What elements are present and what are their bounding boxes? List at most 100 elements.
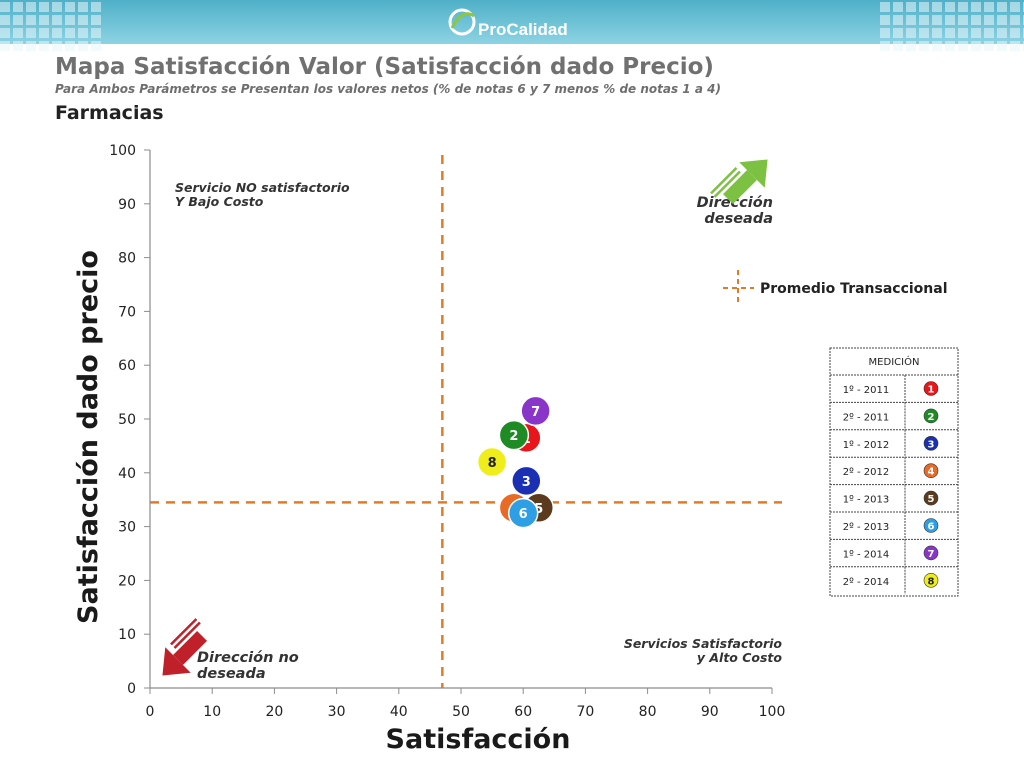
legend-marker-label: 6 — [928, 522, 935, 533]
banner-square — [880, 41, 890, 51]
legend-row-label: 2º - 2011 — [843, 412, 890, 423]
banner-square — [91, 28, 101, 38]
data-point-label: 7 — [531, 405, 540, 420]
banner-square — [65, 41, 75, 51]
banner-square — [13, 41, 23, 51]
banner-square — [1010, 2, 1020, 12]
banner-graphics: ProCalidad — [0, 0, 1024, 51]
banner-square — [78, 15, 88, 25]
banner-square — [906, 28, 916, 38]
banner-square — [958, 28, 968, 38]
legend-row-label: 1º - 2014 — [843, 549, 890, 560]
legend-marker — [923, 490, 939, 506]
banner-square — [78, 41, 88, 51]
banner-square — [997, 28, 1007, 38]
legend-row: 1º - 2012 3 — [830, 429, 958, 458]
banner-square — [971, 15, 981, 25]
section-title: Farmacias — [55, 102, 164, 124]
legend-row-label: 2º - 2012 — [843, 467, 890, 478]
legend-marker-label: 4 — [928, 467, 935, 478]
banner-square — [39, 15, 49, 25]
banner-square — [893, 41, 903, 51]
banner-square — [997, 2, 1007, 12]
banner-square — [958, 15, 968, 25]
banner-square — [26, 41, 36, 51]
desired-direction-line2: deseada — [704, 211, 773, 227]
banner-square — [1010, 28, 1020, 38]
legend-marker — [923, 463, 939, 479]
banner-square — [932, 28, 942, 38]
quadrant-bottom-right-line2: y Alto Costo — [697, 650, 783, 665]
y-axis-title: Satisfacción dado precio — [73, 250, 104, 624]
data-point-marker — [511, 465, 542, 497]
desired-direction-arrow-icon — [710, 159, 768, 204]
banner-square — [932, 2, 942, 12]
banner-square — [0, 28, 10, 38]
banner-square — [880, 15, 890, 25]
banner-square — [0, 41, 10, 51]
banner-square — [52, 28, 62, 38]
banner-square — [971, 41, 981, 51]
banner-square — [919, 41, 929, 51]
y-tick-label: 50 — [118, 412, 136, 428]
banner-square — [893, 2, 903, 12]
banner-square — [984, 28, 994, 38]
legend-row: 2º - 2012 4 — [830, 457, 958, 486]
desired-direction-line1: Dirección — [697, 195, 773, 211]
page-title: Mapa Satisfacción Valor (Satisfacción da… — [55, 54, 714, 80]
page-subtitle: Para Ambos Parámetros se Presentan los v… — [55, 82, 721, 96]
legend-row: 2º - 2014 8 — [843, 566, 939, 595]
data-point-label: 3 — [522, 475, 531, 490]
banner-square — [39, 41, 49, 51]
banner-square — [65, 15, 75, 25]
data-point-6: 6 — [507, 497, 539, 529]
procalidad-logo-icon — [448, 8, 476, 36]
x-axis-ticks: 0 10 20 30 40 50 60 70 80 90 100 — [146, 688, 785, 720]
legend-row-label: 1º - 2013 — [843, 495, 890, 506]
y-tick-label: 70 — [118, 304, 136, 320]
undesired-direction-line1: Dirección no — [197, 650, 299, 666]
banner-square — [984, 2, 994, 12]
undesired-direction-line2: deseada — [197, 666, 266, 682]
data-point-marker — [507, 497, 539, 529]
banner-square — [906, 41, 916, 51]
legend-marker — [923, 545, 939, 561]
banner-square — [919, 2, 929, 12]
data-point-2: 2 — [498, 419, 530, 451]
banner-square — [893, 15, 903, 25]
banner-square — [984, 15, 994, 25]
x-tick-label: 80 — [639, 704, 657, 720]
legend-row-label: 2º - 2014 — [843, 577, 890, 588]
banner-square — [932, 15, 942, 25]
banner-square — [945, 41, 955, 51]
y-tick-label: 100 — [109, 143, 136, 159]
data-point-marker — [476, 446, 508, 478]
x-tick-label: 10 — [203, 704, 221, 720]
x-tick-label: 60 — [514, 704, 532, 720]
banner-square — [52, 15, 62, 25]
x-tick-label: 20 — [265, 704, 283, 720]
banner-square — [1010, 41, 1020, 51]
banner-square — [13, 15, 23, 25]
brand-logo: ProCalidad — [478, 20, 568, 39]
banner-square — [0, 15, 10, 25]
legend-marker-label: 5 — [928, 494, 935, 505]
legend-marker — [923, 408, 939, 424]
banner-square — [52, 2, 62, 12]
y-tick-label: 60 — [118, 358, 136, 374]
banner-square — [880, 2, 890, 12]
legend-row-label: 2º - 2013 — [843, 522, 890, 533]
banner-square — [91, 2, 101, 12]
x-tick-label: 40 — [390, 704, 408, 720]
banner-square — [1010, 15, 1020, 25]
banner-square — [52, 41, 62, 51]
x-axis-title: Satisfacción — [386, 724, 571, 755]
banner-square — [26, 15, 36, 25]
legend-row: 2º - 2013 6 — [830, 512, 958, 540]
average-legend-label: Promedio Transaccional — [760, 281, 948, 297]
data-point-label: 5 — [534, 502, 543, 517]
legend-marker-label: 8 — [928, 576, 935, 587]
banner-square — [0, 2, 10, 12]
legend-marker — [923, 435, 939, 451]
data-point-7: 7 — [520, 395, 551, 427]
